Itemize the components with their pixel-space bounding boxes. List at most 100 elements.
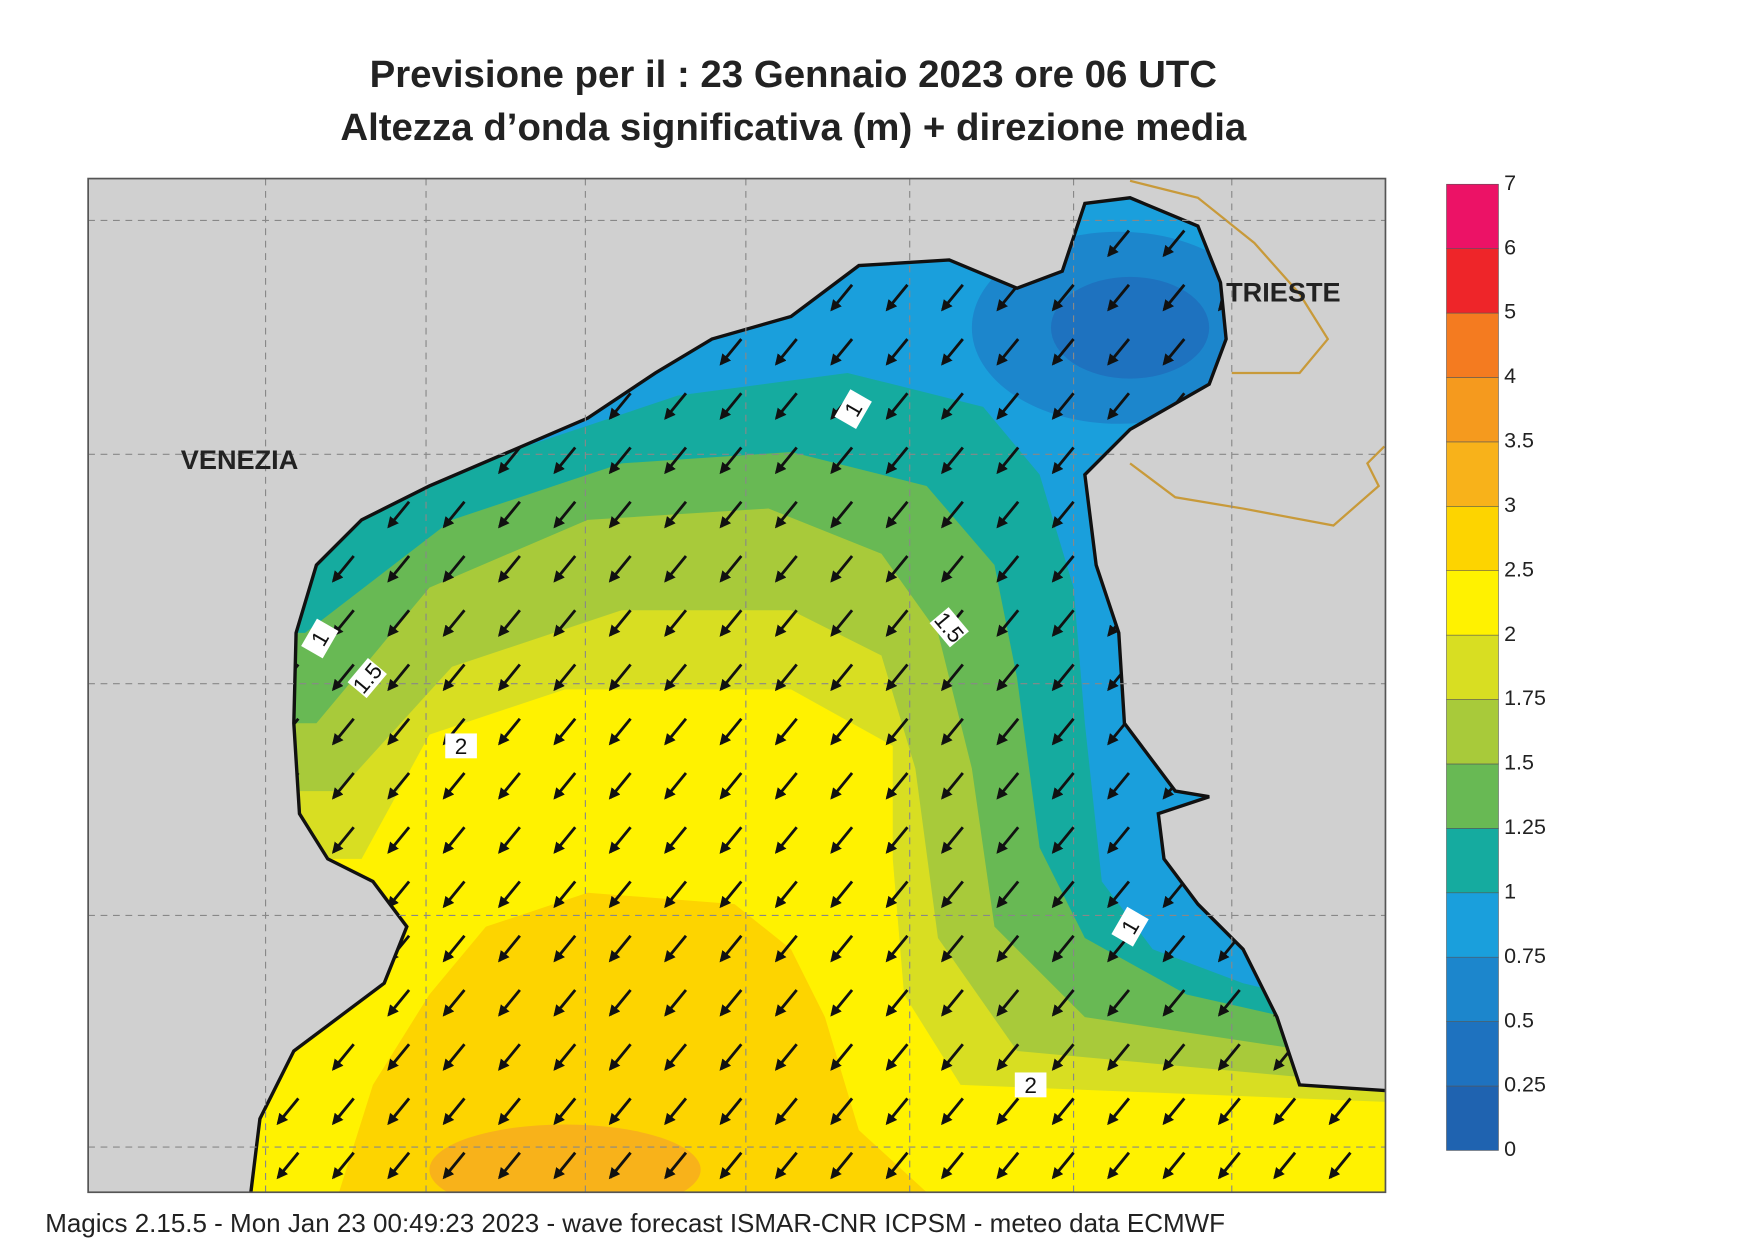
- arrow: [830, 446, 854, 475]
- arrow: [1107, 1043, 1131, 1071]
- colorbar-label: 1.25: [1504, 815, 1546, 839]
- arrow: [996, 338, 1020, 366]
- arrow: [664, 1151, 688, 1180]
- colorbar-band: [1446, 828, 1499, 894]
- arrow: [1162, 1151, 1186, 1180]
- subtitle: Altezza d’onda significativa (m) + direz…: [340, 106, 1247, 149]
- arrow: [553, 663, 577, 692]
- contour-value: 2: [1024, 1073, 1037, 1098]
- arrow: [774, 717, 798, 746]
- arrow: [996, 1151, 1020, 1180]
- arrow: [498, 609, 521, 637]
- arrow: [664, 934, 688, 963]
- arrow: [442, 663, 466, 692]
- colorbar-band: [1446, 699, 1499, 765]
- arrow: [498, 555, 521, 583]
- arrow: [941, 717, 964, 746]
- colorbar-label: 3: [1504, 493, 1516, 517]
- arrow: [996, 989, 1020, 1017]
- arrow: [996, 717, 1020, 746]
- arrow: [442, 609, 466, 637]
- arrow: [553, 609, 577, 637]
- arrow: [664, 555, 688, 583]
- arrow: [941, 772, 964, 800]
- arrow: [387, 989, 411, 1017]
- band: [429, 1124, 701, 1193]
- arrow: [331, 772, 355, 800]
- arrow: [553, 934, 577, 963]
- arrow: [1162, 989, 1186, 1017]
- arrow: [719, 717, 743, 746]
- contour-label: 2: [445, 733, 477, 759]
- contour-label: 2: [1014, 1072, 1047, 1098]
- arrow: [1051, 446, 1075, 475]
- arrow: [387, 1043, 411, 1071]
- arrow: [1051, 1097, 1075, 1126]
- arrow: [885, 989, 909, 1017]
- colorbar-label: 1: [1504, 879, 1516, 903]
- arrow: [608, 555, 632, 583]
- arrow: [830, 1097, 854, 1126]
- arrow: [774, 826, 798, 854]
- colorbar-band: [1446, 183, 1499, 249]
- arrow: [996, 1097, 1020, 1126]
- arrow: [1107, 392, 1131, 420]
- arrow: [498, 717, 521, 746]
- arrow: [996, 392, 1020, 420]
- colorbar-label: 2: [1504, 622, 1516, 646]
- arrow: [608, 717, 632, 746]
- arrow: [1162, 1043, 1186, 1071]
- arrow: [1051, 500, 1075, 529]
- arrow: [830, 989, 854, 1017]
- arrow: [498, 446, 521, 475]
- arrow: [442, 500, 466, 529]
- arrow: [331, 826, 355, 854]
- colorbar-band: [1446, 377, 1499, 443]
- arrow: [1162, 934, 1186, 963]
- arrow: [387, 826, 411, 854]
- arrow: [664, 880, 688, 909]
- arrow: [719, 663, 743, 692]
- arrow: [664, 500, 688, 529]
- arrow: [830, 934, 854, 963]
- arrow: [1107, 989, 1131, 1017]
- colorbar-band: [1446, 634, 1499, 700]
- arrow: [885, 446, 909, 475]
- arrow: [664, 1043, 688, 1071]
- label-box: [834, 389, 872, 430]
- arrow: [1107, 1097, 1131, 1126]
- arrow: [553, 717, 577, 746]
- arrow: [1273, 1097, 1297, 1126]
- arrow: [774, 392, 798, 420]
- arrow: [1217, 1097, 1241, 1126]
- arrow: [331, 555, 355, 583]
- arrow: [719, 338, 743, 366]
- arrow: [719, 772, 743, 800]
- arrow: [774, 609, 798, 637]
- arrow: [608, 609, 632, 637]
- arrow: [830, 1043, 854, 1071]
- arrow: [885, 1151, 909, 1180]
- arrow: [941, 989, 964, 1017]
- colorbar-label: 0.25: [1504, 1073, 1546, 1097]
- arrow: [1162, 338, 1186, 366]
- arrow: [774, 1043, 798, 1071]
- contour-label: 1: [834, 389, 872, 430]
- arrow: [498, 826, 521, 854]
- arrow: [608, 1097, 632, 1126]
- arrow: [885, 880, 909, 909]
- arrow: [331, 1151, 355, 1180]
- arrow: [941, 934, 964, 963]
- arrow: [553, 989, 577, 1017]
- arrow: [387, 609, 411, 637]
- arrow: [941, 500, 964, 529]
- arrow: [719, 609, 743, 637]
- colorbar-band: [1446, 892, 1499, 958]
- arrow: [276, 1151, 300, 1180]
- arrow: [941, 446, 964, 475]
- arrow: [331, 1043, 355, 1071]
- arrow: [719, 392, 743, 420]
- arrow: [885, 338, 909, 366]
- arrow: [276, 1097, 300, 1126]
- arrow: [553, 772, 577, 800]
